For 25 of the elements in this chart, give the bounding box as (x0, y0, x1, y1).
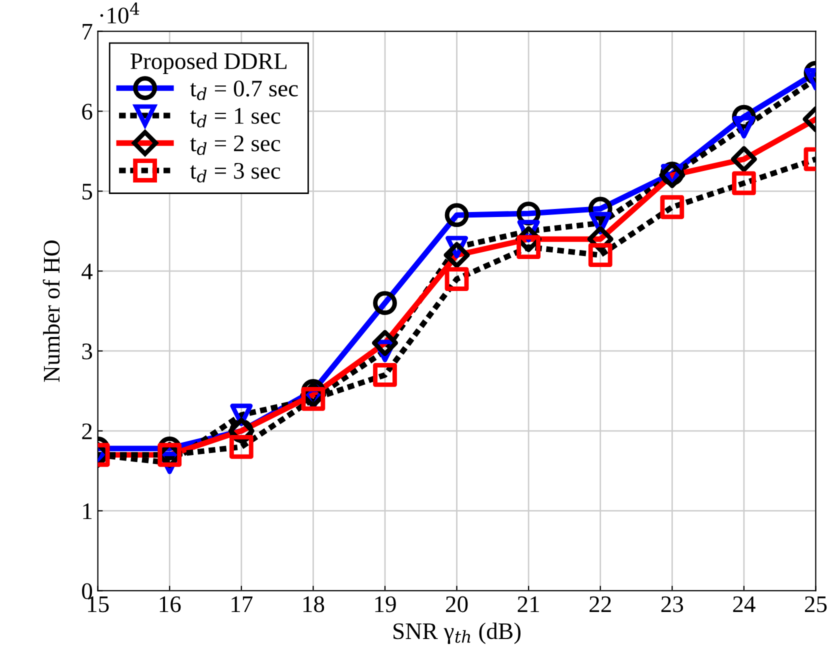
x-tick-label: 16 (160, 596, 181, 612)
x-tick-label: 22 (590, 596, 611, 612)
text: ·10$^{4}$ (100, 2, 140, 24)
x-tick-label: 17 (232, 596, 253, 612)
legend-title: Proposed DDRL (130, 52, 287, 74)
y-tick-label: 6 (82, 104, 92, 120)
x-tick-label: 21 (518, 596, 539, 612)
x-tick-label: 18 (303, 596, 324, 612)
x-tick-label: 19 (375, 596, 396, 612)
legend-label: t$_{d}$ = 0.7 sec (190, 80, 298, 100)
x-tick-label: 24 (733, 596, 756, 612)
y-tick-label: 2 (82, 423, 92, 440)
legend-label: t$_{d}$ = 2 sec (190, 135, 280, 156)
legend-label: t$_{d}$ = 1 sec (190, 108, 280, 128)
x-tick-label: 23 (661, 596, 684, 612)
x-tick-label: 25 (804, 596, 827, 612)
y-axis-title: Number of HO (42, 240, 60, 382)
y-tick-label: 7 (82, 24, 92, 40)
x-axis-title: SNR γ$_{th}$ (dB) (394, 622, 520, 644)
y-tick-label: 1 (83, 503, 92, 520)
y-tick-label: 3 (82, 344, 92, 360)
y-tick-label: 4 (82, 264, 93, 280)
x-tick-label: 20 (446, 596, 468, 612)
y-tick-label: 5 (82, 184, 92, 200)
legend-label: t$_{d}$ = 3 sec (190, 162, 280, 182)
